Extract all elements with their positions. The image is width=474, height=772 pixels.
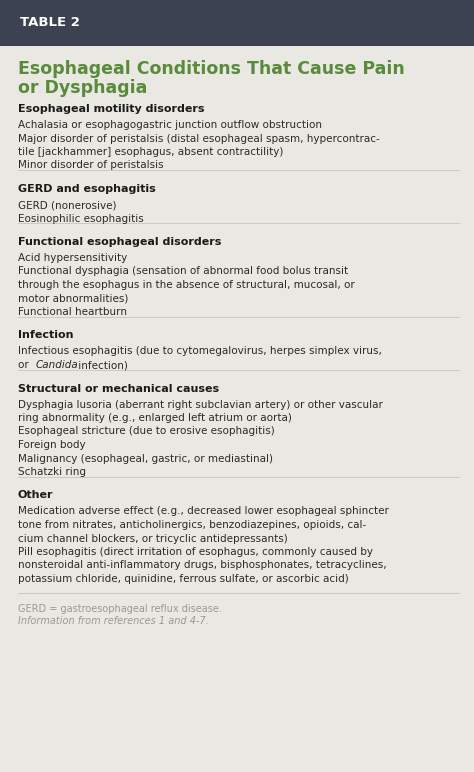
Text: Esophageal motility disorders: Esophageal motility disorders <box>18 104 204 114</box>
Text: tone from nitrates, anticholinergics, benzodiazepines, opioids, cal-: tone from nitrates, anticholinergics, be… <box>18 520 366 530</box>
Text: Information from references 1 and 4-7.: Information from references 1 and 4-7. <box>18 615 209 625</box>
Text: motor abnormalities): motor abnormalities) <box>18 293 128 303</box>
Text: Foreign body: Foreign body <box>18 440 86 450</box>
Text: Acid hypersensitivity: Acid hypersensitivity <box>18 253 127 263</box>
Text: nonsteroidal anti-inflammatory drugs, bisphosphonates, tetracyclines,: nonsteroidal anti-inflammatory drugs, bi… <box>18 560 387 571</box>
Text: or Dysphagia: or Dysphagia <box>18 79 147 97</box>
Text: Esophageal stricture (due to erosive esophagitis): Esophageal stricture (due to erosive eso… <box>18 426 275 436</box>
Text: Medication adverse effect (e.g., decreased lower esophageal sphincter: Medication adverse effect (e.g., decreas… <box>18 506 389 516</box>
Text: ring abnormality (e.g., enlarged left atrium or aorta): ring abnormality (e.g., enlarged left at… <box>18 413 292 423</box>
Text: Dysphagia lusoria (aberrant right subclavian artery) or other vascular: Dysphagia lusoria (aberrant right subcla… <box>18 399 383 409</box>
Text: Esophageal Conditions That Cause Pain: Esophageal Conditions That Cause Pain <box>18 60 405 78</box>
Text: tile [jackhammer] esophagus, absent contractility): tile [jackhammer] esophagus, absent cont… <box>18 147 283 157</box>
Text: Pill esophagitis (direct irritation of esophagus, commonly caused by: Pill esophagitis (direct irritation of e… <box>18 547 373 557</box>
Text: cium channel blockers, or tricyclic antidepressants): cium channel blockers, or tricyclic anti… <box>18 533 288 543</box>
Text: GERD = gastroesophageal reflux disease.: GERD = gastroesophageal reflux disease. <box>18 604 222 614</box>
Text: through the esophagus in the absence of structural, mucosal, or: through the esophagus in the absence of … <box>18 280 355 290</box>
Text: Structural or mechanical causes: Structural or mechanical causes <box>18 384 219 394</box>
Text: Schatzki ring: Schatzki ring <box>18 467 86 477</box>
Text: GERD (nonerosive): GERD (nonerosive) <box>18 200 117 210</box>
Text: potassium chloride, quinidine, ferrous sulfate, or ascorbic acid): potassium chloride, quinidine, ferrous s… <box>18 574 349 584</box>
Text: Minor disorder of peristalsis: Minor disorder of peristalsis <box>18 161 164 171</box>
Text: Malignancy (esophageal, gastric, or mediastinal): Malignancy (esophageal, gastric, or medi… <box>18 453 273 463</box>
Text: or: or <box>18 360 32 370</box>
Text: Infectious esophagitis (due to cytomegalovirus, herpes simplex virus,: Infectious esophagitis (due to cytomegal… <box>18 347 382 357</box>
Text: Functional esophageal disorders: Functional esophageal disorders <box>18 237 221 247</box>
Text: Infection: Infection <box>18 330 73 340</box>
Text: Functional heartburn: Functional heartburn <box>18 307 127 317</box>
Text: Major disorder of peristalsis (distal esophageal spasm, hypercontrac-: Major disorder of peristalsis (distal es… <box>18 134 380 144</box>
Text: Other: Other <box>18 490 54 500</box>
Text: Eosinophilic esophagitis: Eosinophilic esophagitis <box>18 214 144 224</box>
Text: Achalasia or esophagogastric junction outflow obstruction: Achalasia or esophagogastric junction ou… <box>18 120 322 130</box>
Text: Functional dysphagia (sensation of abnormal food bolus transit: Functional dysphagia (sensation of abnor… <box>18 266 348 276</box>
Text: Candida: Candida <box>35 360 78 370</box>
Text: GERD and esophagitis: GERD and esophagitis <box>18 184 156 194</box>
Text: TABLE 2: TABLE 2 <box>20 16 80 29</box>
Text: infection): infection) <box>75 360 128 370</box>
Bar <box>0 0 474 46</box>
